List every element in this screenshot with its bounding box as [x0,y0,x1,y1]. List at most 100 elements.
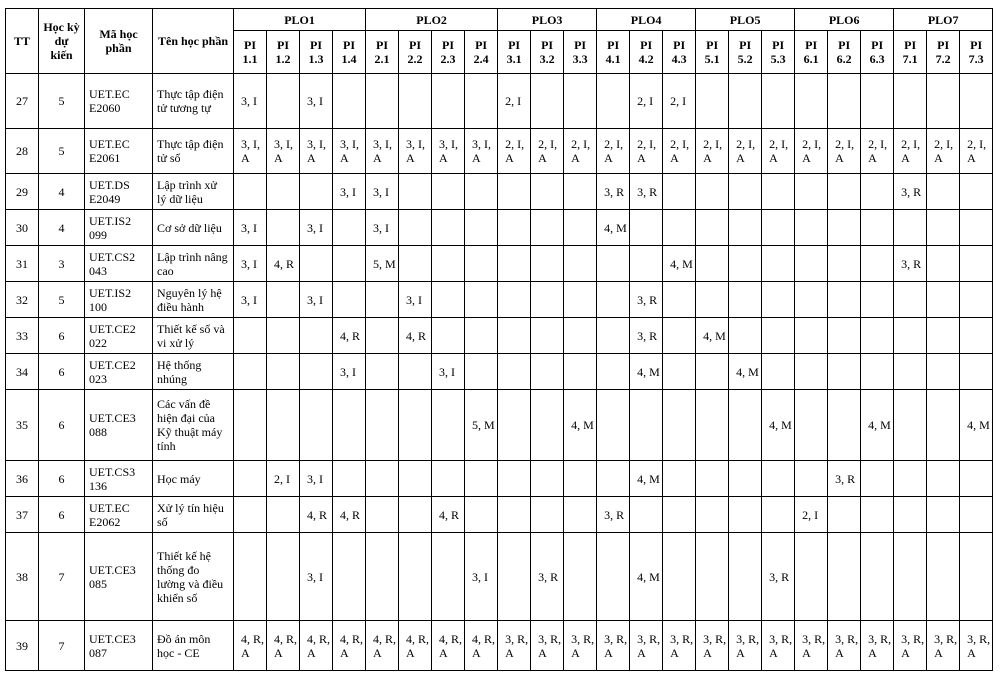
pi-cell: 3, R, A [662,620,697,671]
empty-cell [233,532,267,621]
empty-cell [893,281,928,318]
empty-cell [233,173,267,210]
pi-cell: 2, I, A [728,128,763,174]
empty-cell [530,209,565,246]
name-cell: Thực tập điện tử số [152,128,234,174]
empty-cell [464,209,499,246]
empty-cell [827,389,862,461]
tt-cell: 31 [5,245,39,282]
pi-cell: 4, M [959,389,994,461]
empty-cell [926,245,961,282]
table-row: 28 5 UET.EC E2061 Thực tập điện tử số 3, I, … [5,128,994,174]
empty-cell [530,496,565,533]
empty-cell [530,460,565,497]
pi-cell: 3, R, A [497,620,532,671]
semester-cell: 3 [38,245,85,282]
empty-cell [728,317,763,354]
tt-cell: 30 [5,209,39,246]
empty-cell [695,532,730,621]
empty-cell [728,245,763,282]
plo-header: PLO1 [232,8,367,31]
pi-cell: 2, I, A [893,128,928,174]
empty-cell [761,317,796,354]
pi-header: PI 6.1 [794,30,829,74]
empty-cell [563,173,598,210]
semester-cell: 5 [38,128,85,174]
empty-cell [266,353,300,390]
empty-cell [695,73,730,129]
empty-cell [497,532,532,621]
empty-cell [266,389,300,461]
pi-cell: 4, M [563,389,598,461]
empty-cell [959,317,994,354]
plo-table: TT Học kỳ dự kiến Mã học phần Tên học phần P… [5,8,994,671]
pi-cell: 3, I [233,281,267,318]
empty-cell [331,460,367,497]
empty-cell [662,460,697,497]
pi-cell: 4, R, A [299,620,333,671]
empty-cell [497,173,532,210]
empty-cell [761,281,796,318]
pi-cell: 3, R, A [827,620,862,671]
empty-cell [266,209,300,246]
pi-cell: 3, I, A [464,128,499,174]
empty-cell [266,496,300,533]
empty-cell [365,317,400,354]
empty-cell [695,460,730,497]
empty-cell [959,532,994,621]
empty-cell [596,245,631,282]
empty-cell [629,389,664,461]
empty-cell [530,73,565,129]
pi-cell: 4, M [662,245,697,282]
name-cell: Nguyên lý hệ điều hành [152,281,234,318]
empty-cell [299,353,333,390]
table-row: 38 7 UET.CE3 085 Thiết kế hệ thống đo lường… [5,532,994,621]
pi-header: PI 2.4 [464,30,499,74]
pi-header: PI 5.1 [695,30,730,74]
empty-cell [893,389,928,461]
empty-cell [431,209,466,246]
empty-cell [497,496,532,533]
tt-cell: 36 [5,460,39,497]
empty-cell [827,173,862,210]
pi-cell: 4, R [266,245,300,282]
empty-cell [728,460,763,497]
pi-cell: 2, I [629,73,664,129]
empty-cell [761,496,796,533]
empty-cell [794,281,829,318]
empty-cell [926,209,961,246]
pi-header: PI 2.3 [431,30,466,74]
empty-cell [299,245,333,282]
empty-cell [959,73,994,129]
empty-cell [365,532,400,621]
pi-header: PI 7.1 [893,30,928,74]
header-row: TT Học kỳ dự kiến Mã học phần Tên học phần P… [5,8,994,74]
empty-cell [794,532,829,621]
empty-cell [596,317,631,354]
pi-header: PI 5.2 [728,30,763,74]
semester-cell: 6 [38,460,85,497]
empty-cell [266,73,300,129]
pi-cell: 2, I, A [794,128,829,174]
empty-cell [860,460,895,497]
pi-cell: 4, M [695,317,730,354]
empty-cell [959,460,994,497]
empty-cell [893,496,928,533]
pi-cell: 4, R [398,317,433,354]
empty-cell [365,389,400,461]
semester-header: Học kỳ dự kiến [38,8,85,74]
empty-cell [464,317,499,354]
pi-header: PI 7.3 [959,30,994,74]
pi-cell: 2, I, A [497,128,532,174]
tt-cell: 34 [5,353,39,390]
empty-cell [695,353,730,390]
name-cell: Các vấn đề hiện đại của Kỹ thuật máy tín… [152,389,234,461]
pi-header: PI 4.2 [629,30,664,74]
pi-cell: 2, I, A [563,128,598,174]
pi-cell: 3, I [365,173,400,210]
empty-cell [530,173,565,210]
pi-cell: 3, R, A [794,620,829,671]
empty-cell [596,460,631,497]
empty-cell [695,281,730,318]
